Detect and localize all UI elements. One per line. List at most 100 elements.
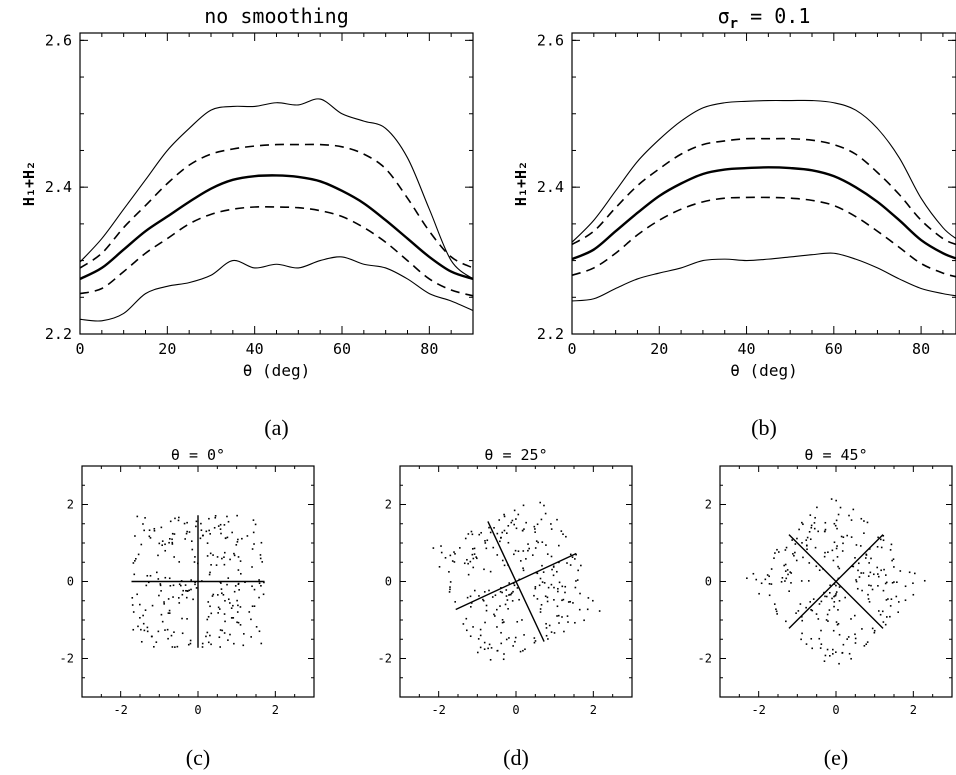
data-point — [513, 523, 515, 526]
data-point — [543, 582, 546, 584]
data-point — [505, 589, 508, 591]
data-point — [261, 561, 264, 563]
data-point — [794, 543, 797, 545]
data-point — [592, 599, 594, 602]
data-point — [790, 582, 792, 584]
data-point — [908, 571, 911, 574]
data-point — [897, 611, 900, 613]
data-point — [222, 593, 225, 596]
data-point — [574, 558, 576, 560]
data-point — [546, 600, 549, 603]
data-point — [132, 628, 135, 631]
data-point — [813, 527, 816, 530]
data-point — [467, 533, 470, 535]
data-point — [239, 624, 242, 626]
data-point — [190, 588, 192, 591]
data-point — [828, 591, 831, 594]
title-rest: = 0.1 — [738, 4, 810, 28]
data-point — [200, 529, 203, 532]
data-point — [566, 615, 569, 617]
data-point — [873, 629, 876, 632]
data-point — [545, 627, 548, 629]
data-point — [254, 523, 257, 526]
data-point — [233, 642, 235, 645]
data-point — [524, 648, 526, 651]
data-point — [258, 630, 261, 633]
data-point — [828, 609, 831, 611]
data-point — [883, 568, 885, 571]
data-point — [217, 606, 220, 609]
data-point — [827, 620, 829, 622]
data-point — [467, 562, 469, 565]
data-point — [148, 529, 151, 532]
data-point — [496, 532, 499, 535]
data-point — [469, 635, 472, 638]
data-point — [188, 589, 190, 592]
data-point — [510, 593, 512, 596]
data-point — [131, 597, 134, 599]
data-point — [553, 599, 555, 601]
data-point — [134, 560, 136, 562]
data-point — [246, 535, 249, 537]
data-point — [512, 590, 514, 593]
data-point — [784, 549, 787, 551]
data-point — [842, 542, 844, 545]
data-point — [801, 521, 803, 524]
data-point — [150, 635, 153, 638]
data-point — [868, 562, 870, 564]
data-point — [194, 583, 196, 586]
data-point — [513, 584, 516, 587]
data-point — [516, 587, 519, 589]
x-tick-label: 40 — [738, 340, 756, 358]
data-point — [846, 638, 848, 640]
data-point — [496, 626, 498, 628]
data-point — [199, 537, 202, 540]
data-point — [440, 545, 442, 547]
data-point — [143, 629, 146, 632]
data-point — [164, 629, 166, 631]
data-point — [861, 589, 863, 592]
data-point — [833, 601, 836, 603]
data-point — [168, 609, 171, 612]
data-point — [583, 619, 585, 622]
data-point — [835, 593, 837, 595]
data-point — [503, 621, 505, 623]
data-point — [806, 536, 809, 539]
data-point — [536, 523, 539, 526]
x-tick-label: 2 — [590, 703, 597, 717]
data-point — [190, 540, 193, 542]
data-point — [895, 595, 898, 598]
line-chart-b: 0 20 40 60 80 2.2 2.4 2.6 θ (deg) H₁+H₂ σr = 0.1 (b… — [512, 4, 956, 440]
data-point — [194, 581, 196, 584]
data-point — [208, 517, 210, 520]
data-point — [263, 581, 265, 584]
data-point — [838, 586, 841, 588]
data-point — [482, 598, 484, 601]
x-tick-label: 0 — [567, 340, 576, 358]
data-point — [218, 636, 221, 639]
data-point — [561, 585, 564, 588]
data-point — [227, 598, 230, 601]
data-point — [201, 642, 204, 645]
data-point — [534, 531, 536, 533]
data-point — [158, 594, 160, 597]
data-point — [545, 634, 548, 637]
x-tick-label: 0 — [832, 703, 839, 717]
data-point — [850, 536, 853, 538]
data-point — [824, 654, 827, 657]
data-point — [505, 595, 508, 597]
data-point — [833, 541, 836, 544]
data-point — [490, 647, 493, 649]
data-point — [186, 590, 189, 592]
data-point — [534, 586, 537, 588]
data-point — [239, 606, 242, 608]
data-point — [802, 523, 804, 526]
data-point — [449, 581, 452, 583]
data-point — [823, 555, 826, 558]
x-tick-label: -2 — [751, 703, 765, 717]
data-point — [752, 572, 755, 575]
data-point — [825, 595, 828, 598]
data-point — [498, 519, 501, 521]
data-point — [467, 573, 470, 576]
data-point — [544, 595, 547, 598]
